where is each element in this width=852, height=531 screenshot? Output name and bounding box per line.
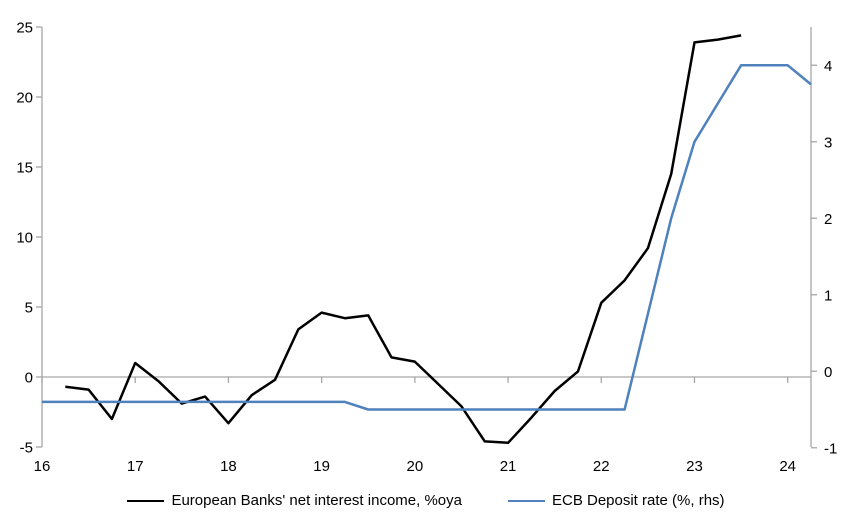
right-axis-tick-label: 4 <box>824 58 832 75</box>
right-axis-tick-label: 0 <box>824 364 832 381</box>
left-axis-tick-label: -5 <box>20 440 33 457</box>
series-line-ecb <box>42 64 812 411</box>
x-axis-tick-label: 17 <box>127 458 144 475</box>
left-axis-tick-label: 15 <box>16 160 33 177</box>
left-axis-tick-label: 0 <box>25 370 33 387</box>
x-axis-tick-label: 22 <box>593 458 610 475</box>
left-axis-tick-label: 25 <box>16 20 33 37</box>
x-axis-tick-label: 16 <box>34 458 51 475</box>
legend-item-nii: European Banks' net interest income, %oy… <box>127 492 462 509</box>
x-axis-tick-label: 18 <box>220 458 237 475</box>
x-axis-tick-label: 20 <box>407 458 424 475</box>
x-axis-tick-label: 24 <box>779 458 796 475</box>
legend-label-nii: European Banks' net interest income, %oy… <box>171 492 462 509</box>
left-axis-tick-label: 10 <box>16 230 33 247</box>
legend-line-swatch-ecb <box>507 499 545 502</box>
legend-item-ecb: ECB Deposit rate (%, rhs) <box>507 492 725 509</box>
legend-line-swatch-nii <box>127 499 165 502</box>
x-axis-tick-label: 21 <box>500 458 517 475</box>
right-axis-tick-label: 1 <box>824 287 832 304</box>
legend: European Banks' net interest income, %oy… <box>0 492 852 509</box>
left-axis-tick-label: 5 <box>25 300 33 317</box>
right-axis-tick-label: -1 <box>824 440 837 457</box>
x-axis-tick-label: 19 <box>313 458 330 475</box>
legend-label-ecb: ECB Deposit rate (%, rhs) <box>551 492 725 509</box>
right-axis-tick-label: 2 <box>824 211 832 228</box>
left-axis-tick-label: 20 <box>16 90 33 107</box>
series-line-nii <box>65 34 742 445</box>
x-axis-tick-label: 23 <box>686 458 703 475</box>
right-axis-tick-label: 3 <box>824 134 832 151</box>
